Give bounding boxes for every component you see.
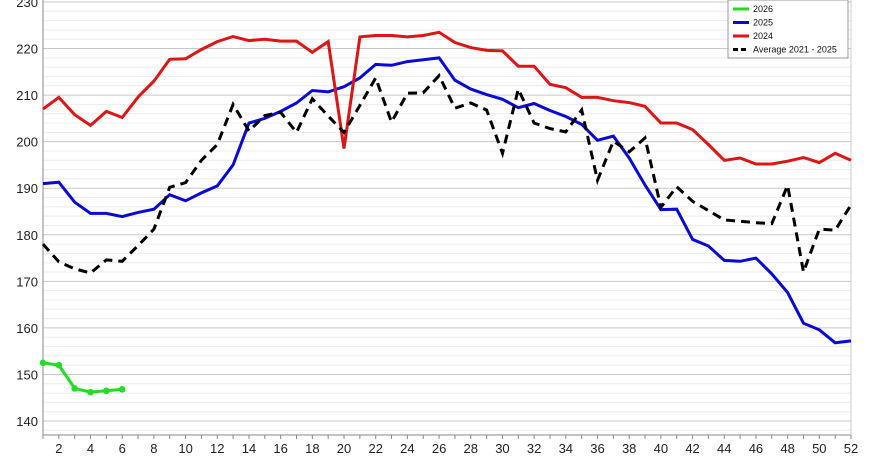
x-tick-label: 24 bbox=[400, 441, 414, 456]
x-tick-label: 34 bbox=[559, 441, 573, 456]
legend-label: 2026 bbox=[753, 4, 773, 14]
legend-label: Average 2021 - 2025 bbox=[753, 45, 837, 55]
data-point bbox=[118, 386, 126, 393]
y-tick-label: 200 bbox=[16, 135, 38, 150]
x-tick-label: 36 bbox=[590, 441, 604, 456]
x-tick-label: 50 bbox=[812, 441, 826, 456]
x-tick-label: 14 bbox=[242, 441, 256, 456]
x-tick-label: 42 bbox=[685, 441, 699, 456]
x-tick-label: 28 bbox=[464, 441, 478, 456]
x-tick-label: 2 bbox=[55, 441, 62, 456]
x-tick-label: 44 bbox=[717, 441, 731, 456]
y-tick-label: 190 bbox=[16, 181, 38, 196]
legend-label: 2024 bbox=[753, 31, 773, 41]
x-tick-label: 48 bbox=[780, 441, 794, 456]
series-line-2024 bbox=[42, 30, 852, 166]
y-tick-label: 170 bbox=[16, 274, 38, 289]
x-tick-label: 40 bbox=[654, 441, 668, 456]
data-point bbox=[71, 385, 78, 392]
x-tick-label: 26 bbox=[432, 441, 446, 456]
y-tick-label: 160 bbox=[16, 321, 38, 336]
x-tick-label: 16 bbox=[273, 441, 287, 456]
y-tick-label: 180 bbox=[16, 228, 38, 243]
x-tick-label: 32 bbox=[527, 441, 541, 456]
x-tick-label: 20 bbox=[337, 441, 351, 456]
x-tick-label: 10 bbox=[178, 441, 192, 456]
data-point bbox=[87, 388, 94, 396]
data-point bbox=[39, 359, 47, 367]
series-line-average-2021-2025 bbox=[41, 72, 853, 278]
x-tick-label: 46 bbox=[749, 441, 763, 456]
y-tick-label: 220 bbox=[16, 42, 38, 57]
y-tick-label: 210 bbox=[16, 88, 38, 103]
y-tick-label: 230 bbox=[16, 0, 38, 10]
x-tick-label: 8 bbox=[150, 441, 157, 456]
data-point bbox=[55, 361, 63, 369]
x-tick-label: 6 bbox=[119, 441, 126, 456]
x-tick-label: 38 bbox=[622, 441, 636, 456]
y-tick-label: 150 bbox=[16, 367, 38, 382]
x-tick-label: 30 bbox=[495, 441, 509, 456]
legend-label: 2025 bbox=[753, 18, 773, 28]
series-lines bbox=[39, 30, 853, 396]
x-tick-label: 4 bbox=[87, 441, 94, 456]
data-point bbox=[103, 387, 110, 395]
x-tick-label: 12 bbox=[210, 441, 224, 456]
legend: 2026 2025 2024 Average 2021 - 2025 bbox=[727, 0, 849, 59]
x-tick-label: 22 bbox=[368, 441, 382, 456]
series-line-2025 bbox=[42, 56, 852, 345]
x-tick-label: 52 bbox=[844, 441, 858, 456]
y-tick-label: 140 bbox=[16, 414, 38, 429]
series-line-2026 bbox=[42, 361, 123, 394]
gridlines bbox=[43, 1, 851, 431]
x-tick-label: 18 bbox=[305, 441, 319, 456]
